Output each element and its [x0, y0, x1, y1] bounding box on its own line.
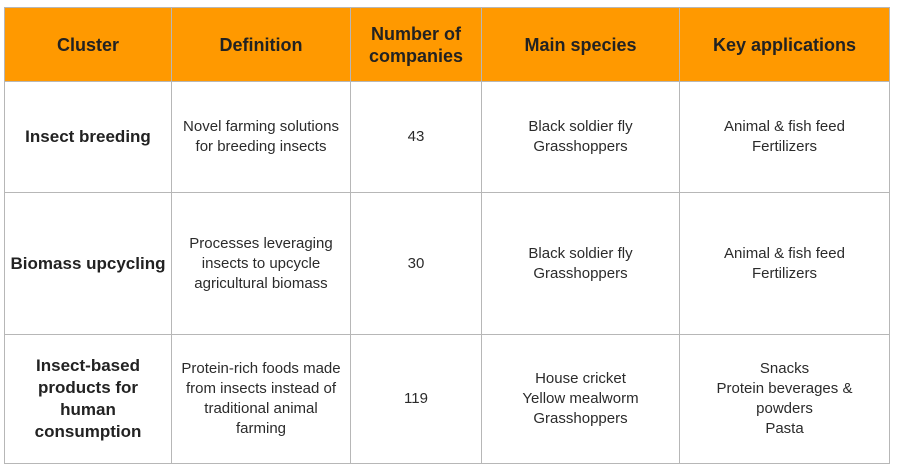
header-definition: Definition — [171, 7, 351, 82]
table-row: Insect breeding Novel farming solutions … — [4, 81, 890, 193]
definition-cell: Protein-rich foods made from insects ins… — [171, 334, 351, 464]
application-item: Pasta — [765, 420, 804, 437]
application-item: Animal & fish feed — [724, 244, 845, 262]
header-key-applications: Key applications — [679, 7, 890, 82]
cluster-cell: Insect-based products for human consumpt… — [4, 334, 172, 464]
header-main-species: Main species — [481, 7, 680, 82]
companies-cell: 119 — [350, 334, 482, 464]
species-item: House cricket — [535, 370, 626, 387]
header-row: Cluster Definition Number of companies M… — [4, 7, 890, 82]
species-item: Grasshoppers — [533, 138, 628, 155]
applications-cell: Animal & fish feed Fertilizers — [679, 192, 890, 335]
table-row: Biomass upcycling Processes leveraging i… — [4, 192, 890, 335]
application-item: Protein beverages & powders — [716, 380, 853, 417]
application-item: Fertilizers — [751, 264, 817, 282]
cluster-cell: Biomass upcycling — [4, 192, 172, 335]
companies-cell: 30 — [350, 192, 482, 335]
application-item: Animal & fish feed — [724, 118, 845, 135]
header-number-of-companies: Number of companies — [350, 7, 482, 82]
applications-cell: Animal & fish feed Fertilizers — [679, 81, 890, 193]
species-cell: Black soldier fly Grasshoppers — [481, 192, 680, 335]
application-item: Fertilizers — [751, 138, 817, 155]
cluster-cell: Insect breeding — [4, 81, 172, 193]
insect-clusters-table: Cluster Definition Number of companies M… — [4, 7, 890, 464]
species-item: Black soldier fly — [528, 244, 633, 262]
species-item: Grasshoppers — [533, 264, 628, 282]
species-item: Black soldier fly — [528, 118, 633, 135]
companies-cell: 43 — [350, 81, 482, 193]
species-item: Yellow mealworm — [522, 390, 639, 407]
table-row: Insect-based products for human consumpt… — [4, 334, 890, 464]
application-item: Snacks — [759, 360, 810, 377]
header-cluster: Cluster — [4, 7, 172, 82]
definition-cell: Novel farming solutions for breeding ins… — [171, 81, 351, 193]
species-item: Grasshoppers — [533, 410, 628, 427]
species-cell: Black soldier fly Grasshoppers — [481, 81, 680, 193]
applications-cell: Snacks Protein beverages & powders Pasta — [679, 334, 890, 464]
species-cell: House cricket Yellow mealworm Grasshoppe… — [481, 334, 680, 464]
definition-cell: Processes leveraging insects to upcycle … — [171, 192, 351, 335]
